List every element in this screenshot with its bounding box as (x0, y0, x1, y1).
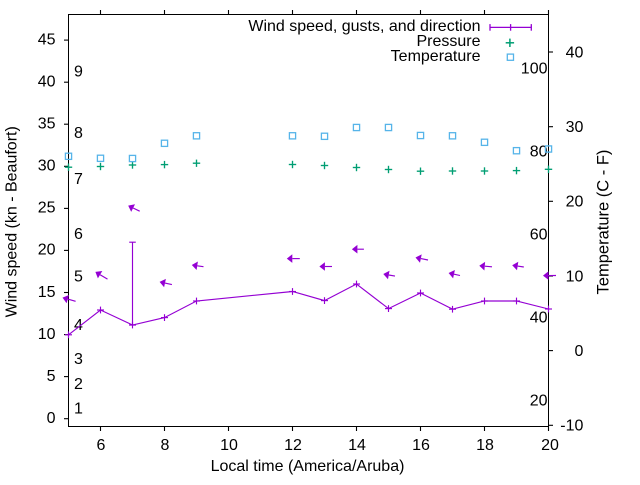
svg-text:10: 10 (38, 326, 56, 343)
svg-text:30: 30 (38, 158, 56, 175)
svg-text:20: 20 (541, 437, 559, 454)
svg-text:Local time (America/Aruba): Local time (America/Aruba) (211, 458, 405, 475)
svg-text:6: 6 (97, 437, 106, 454)
svg-text:40: 40 (566, 44, 584, 61)
svg-text:10: 10 (220, 437, 238, 454)
svg-text:20: 20 (530, 392, 548, 409)
svg-text:8: 8 (74, 125, 83, 142)
svg-text:35: 35 (38, 116, 56, 133)
svg-text:8: 8 (161, 437, 170, 454)
svg-text:9: 9 (74, 63, 83, 80)
svg-text:10: 10 (566, 268, 584, 285)
svg-text:40: 40 (38, 74, 56, 91)
svg-text:100: 100 (521, 61, 548, 78)
svg-text:16: 16 (412, 437, 430, 454)
svg-text:3: 3 (74, 351, 83, 368)
svg-text:18: 18 (476, 437, 494, 454)
svg-text:14: 14 (348, 437, 366, 454)
svg-text:25: 25 (38, 200, 56, 217)
svg-text:60: 60 (530, 227, 548, 244)
svg-text:6: 6 (74, 226, 83, 243)
svg-text:40: 40 (530, 310, 548, 327)
svg-text:5: 5 (47, 368, 56, 385)
svg-text:-10: -10 (560, 418, 583, 435)
svg-text:0: 0 (574, 343, 583, 360)
svg-text:30: 30 (566, 119, 584, 136)
svg-text:2: 2 (74, 376, 83, 393)
svg-text:45: 45 (38, 31, 56, 48)
svg-text:1: 1 (74, 401, 83, 418)
svg-text:Temperature: Temperature (391, 48, 481, 65)
svg-text:Temperature (C - F): Temperature (C - F) (595, 150, 613, 295)
svg-text:4: 4 (74, 317, 83, 334)
svg-text:Wind speed (kn - Beaufort): Wind speed (kn - Beaufort) (3, 126, 20, 317)
svg-text:7: 7 (74, 171, 83, 188)
svg-text:15: 15 (38, 284, 56, 301)
svg-text:20: 20 (38, 242, 56, 259)
svg-text:20: 20 (566, 194, 584, 211)
svg-text:0: 0 (47, 410, 56, 427)
svg-text:12: 12 (284, 437, 302, 454)
svg-text:5: 5 (74, 268, 83, 285)
